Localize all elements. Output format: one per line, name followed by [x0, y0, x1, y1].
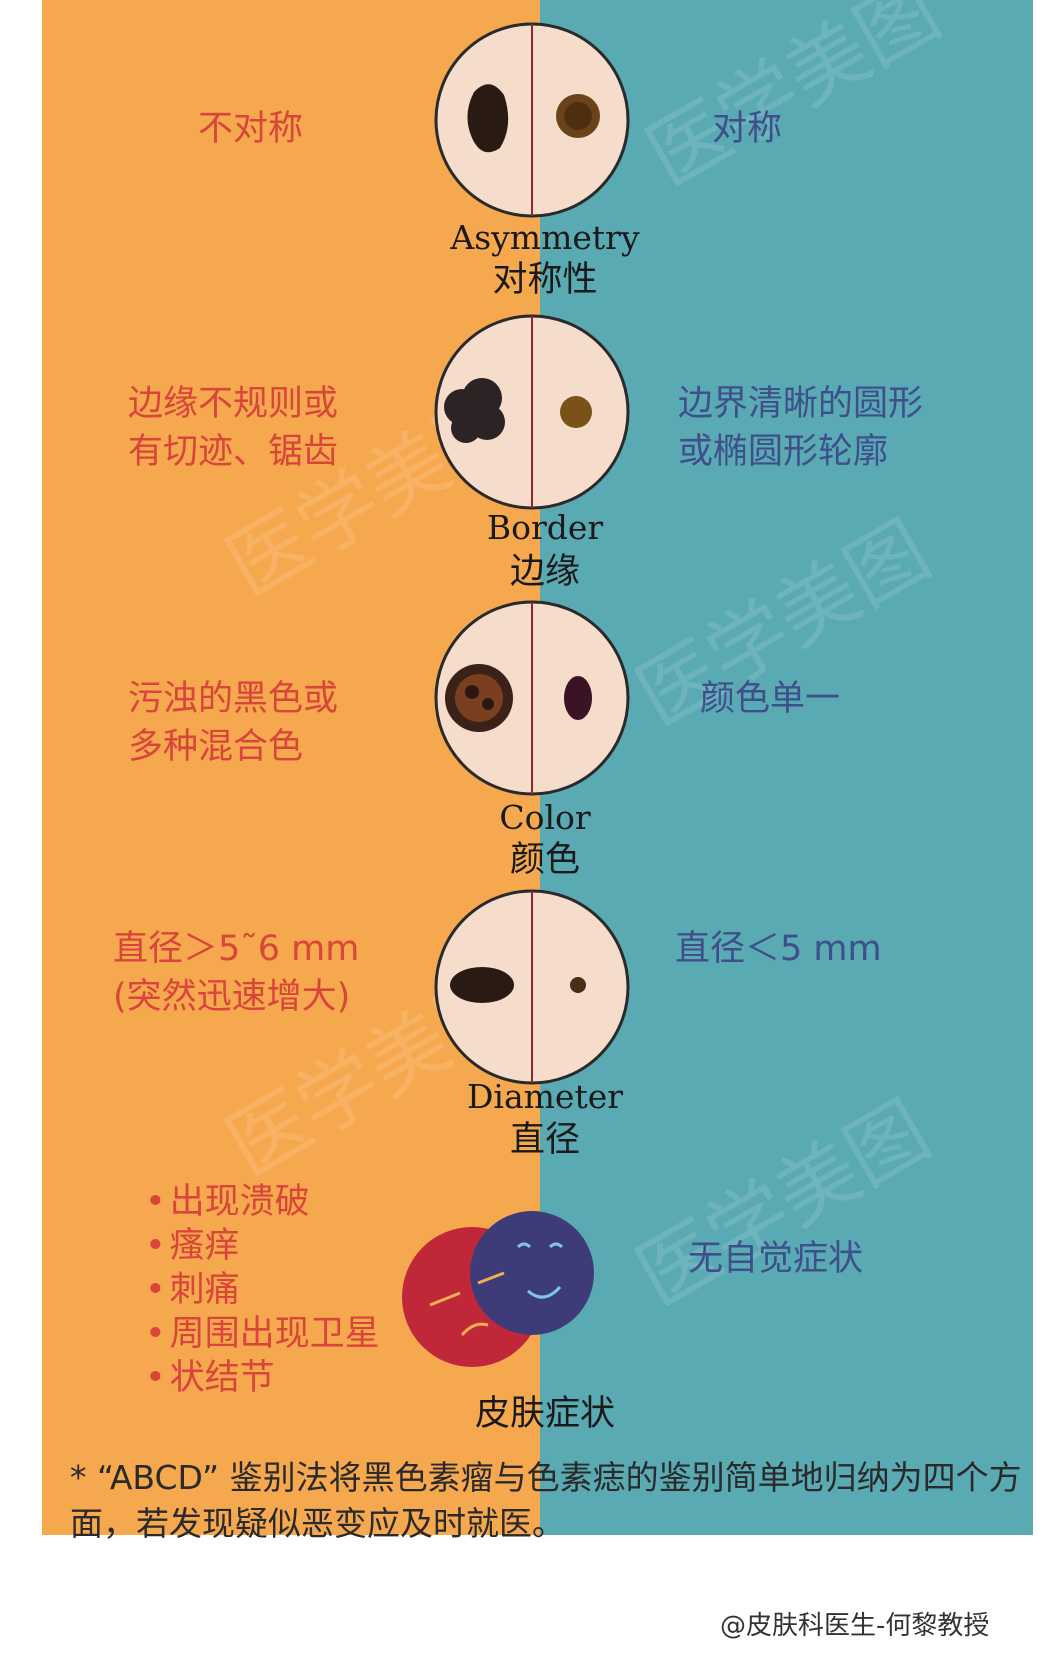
border-malignant-text: 边缘不规则或 有切迹、锯齿 — [128, 384, 339, 472]
border-title-en: Border — [486, 508, 604, 547]
symptom-benign-text: 无自觉症状 — [688, 1239, 864, 1279]
credit: @皮肤科医生-何黎教授 — [720, 1611, 990, 1641]
list-item: 刺痛 — [145, 1268, 380, 1312]
diameter-benign-text: 直径＜5 mm — [675, 929, 882, 969]
list-item: 周围出现卫星 — [145, 1312, 380, 1356]
border-benign-text: 边界清晰的圆形 或椭圆形轮廓 — [678, 384, 924, 472]
right-panel-benign — [540, 0, 1033, 1560]
asymmetry-title-zh: 对称性 — [492, 260, 598, 300]
color-benign-text: 颜色单一 — [700, 679, 841, 719]
diameter-title-zh: 直径 — [509, 1120, 580, 1160]
color-title-en: Color — [499, 798, 591, 837]
color-malignant-text: 污浊的黑色或 多种混合色 — [128, 679, 339, 767]
footnote: * “ABCD” 鉴别法将黑色素瘤与色素痣的鉴别简单地归纳为四个方面，若发现疑似… — [70, 1458, 1022, 1543]
diameter-title-en: Diameter — [466, 1077, 624, 1116]
list-item: 出现溃破 — [145, 1180, 380, 1224]
border-title-zh: 边缘 — [509, 552, 580, 592]
faces-icon — [402, 1211, 594, 1367]
diameter-malignant-text: 直径＞5˜6 mm (突然迅速增大) — [113, 929, 360, 1017]
list-item: 状结节 — [145, 1356, 380, 1400]
border-mole-icon — [434, 314, 630, 510]
color-mole-icon — [434, 600, 630, 796]
list-item: 瘙痒 — [145, 1224, 380, 1268]
diameter-mole-icon — [434, 889, 630, 1085]
asymmetry-benign-text: 对称 — [712, 109, 783, 149]
color-title-zh: 颜色 — [509, 840, 580, 880]
asymmetry-mole-icon — [434, 22, 630, 218]
symptom-list: 出现溃破 瘙痒 刺痛 周围出现卫星 状结节 — [145, 1180, 380, 1400]
symptom-title-zh: 皮肤症状 — [474, 1394, 615, 1434]
asymmetry-title-en: Asymmetry — [450, 218, 640, 257]
asymmetry-malignant-text: 不对称 — [198, 109, 304, 149]
footer — [0, 1535, 1058, 1655]
